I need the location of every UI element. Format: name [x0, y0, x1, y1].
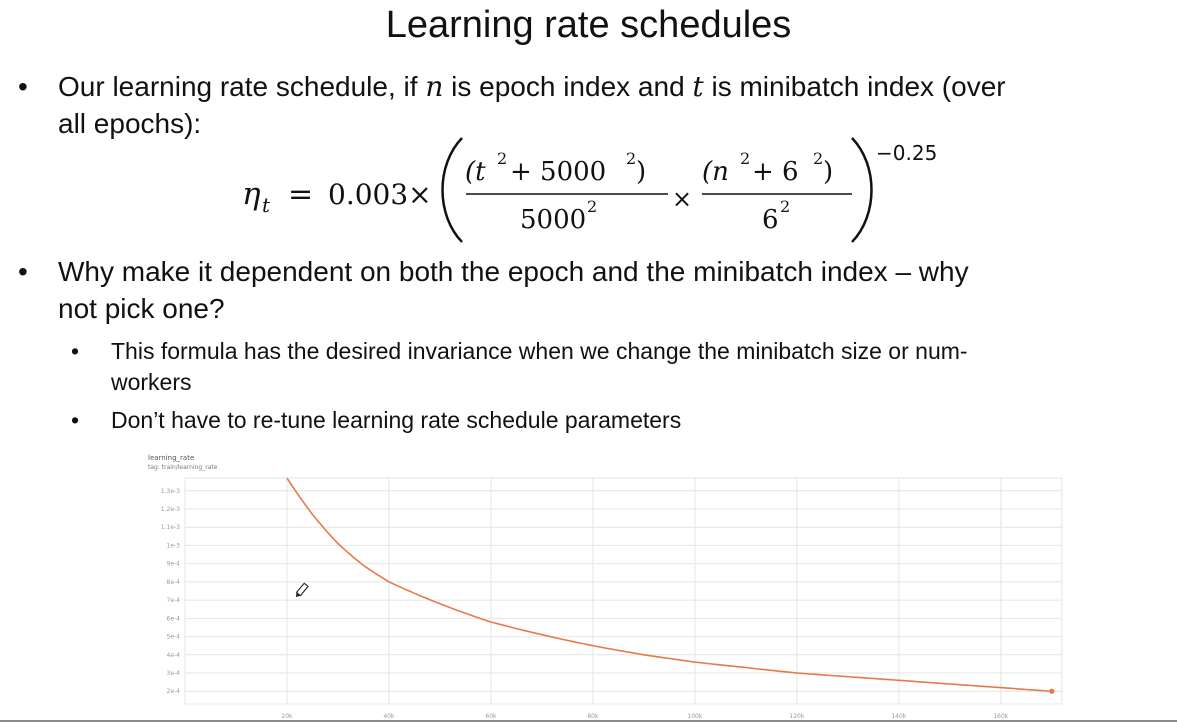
formula-num-right-a: (n: [702, 157, 729, 187]
formula-num-left-sup: 2: [497, 149, 507, 168]
y-tick-label: 3e-4: [167, 670, 181, 677]
formula-num-left-c: ): [636, 157, 646, 187]
bullet-1-line-2: all epochs):: [58, 108, 202, 139]
bullet-1-marker: •: [18, 71, 28, 102]
chart-subtitle: tag: train/learning_rate: [148, 464, 218, 471]
bullet-1-text-a: Our learning rate schedule, if: [58, 71, 426, 102]
y-tick-label: 1e-3: [167, 542, 181, 549]
x-tick-label: 20k: [281, 713, 293, 720]
formula-num-right-b: + 6: [752, 157, 799, 187]
formula-big-right-paren: [851, 137, 873, 243]
sub-bullet-2-text: Don’t have to re-tune learning rate sche…: [111, 407, 682, 433]
formula-num-left-a: (t: [465, 157, 486, 187]
learning-rate-formula: η t = 0.003× (t 2 + 5000 2 ) 5000 2 × (n…: [242, 137, 937, 243]
x-tick-label: 40k: [383, 713, 395, 720]
formula-num-right-c: ): [823, 157, 833, 187]
y-tick-label: 1.2e-3: [161, 506, 180, 513]
y-tick-label: 1.3e-3: [161, 488, 180, 495]
y-tick-label: 8e-4: [167, 579, 181, 586]
y-tick-label: 6e-4: [167, 615, 181, 622]
formula-equals: =: [288, 177, 313, 212]
learning-rate-series-line: [286, 477, 1052, 692]
sub-bullet-1-line-2: workers: [111, 369, 192, 395]
chart-title: learning_rate: [148, 454, 194, 462]
bullet-1: • Our learning rate schedule, if n is ep…: [18, 68, 1158, 142]
var-t: t: [692, 70, 704, 103]
bullet-2: • Why make it dependent on both the epoc…: [18, 253, 1168, 327]
y-tick-label: 9e-4: [167, 561, 181, 568]
plot-area-border: [184, 477, 1063, 705]
formula-big-left-paren: [441, 137, 463, 243]
series-end-point: [1049, 688, 1055, 694]
bullet-2-marker: •: [18, 256, 28, 287]
y-tick-label: 2e-4: [167, 688, 181, 695]
x-tick-label: 100k: [687, 713, 702, 720]
formula-num-left-sup2: 2: [626, 149, 636, 168]
y-tick-label: 1.1e-3: [161, 524, 180, 531]
x-tick-label: 160k: [993, 713, 1008, 720]
sub-bullet-1-marker: •: [71, 338, 80, 364]
formula-times: ×: [672, 185, 692, 213]
x-tick-label: 120k: [789, 713, 804, 720]
formula-den-right-sup: 2: [780, 197, 790, 216]
bullet-2-line-2: not pick one?: [58, 293, 225, 324]
formula-num-right-sup: 2: [740, 149, 750, 168]
x-tick-label: 80k: [587, 713, 599, 720]
formula-den-left-sup: 2: [587, 197, 597, 216]
y-tick-label: 5e-4: [167, 634, 181, 641]
y-tick-label: 4e-4: [167, 652, 181, 659]
x-tick-label: 140k: [891, 713, 906, 720]
bottom-rule: [0, 720, 1177, 722]
y-tick-label: 7e-4: [167, 597, 181, 604]
bullet-2-line-1: Why make it dependent on both the epoch …: [58, 256, 969, 287]
formula-coefficient: 0.003×: [328, 178, 432, 211]
sub-bullet-2: • Don’t have to re-tune learning rate sc…: [71, 405, 1161, 436]
formula-eta: η: [242, 176, 261, 212]
x-tick-label: 60k: [485, 713, 497, 720]
formula-eta-sub: t: [262, 193, 271, 217]
bullet-1-text-b: is epoch index and: [443, 71, 693, 102]
sub-bullet-1: • This formula has the desired invarianc…: [71, 336, 1161, 398]
formula-num-right-sup2: 2: [813, 149, 823, 168]
sub-bullet-2-marker: •: [71, 407, 80, 433]
formula-den-left: 5000: [520, 205, 586, 235]
formula-exponent: −0.25: [876, 141, 937, 165]
formula-num-left-b: + 5000: [510, 157, 606, 187]
var-n: n: [425, 70, 444, 103]
bullet-1-text-c: is minibatch index (over: [703, 71, 1006, 102]
pencil-cursor-icon: [295, 582, 309, 598]
formula-den-right: 6: [762, 205, 779, 235]
slide-title: Learning rate schedules: [385, 4, 792, 46]
sub-bullet-1-line-1: This formula has the desired invariance …: [111, 338, 968, 364]
learning-rate-chart: learning_rate tag: train/learning_rate 1…: [148, 454, 1063, 720]
